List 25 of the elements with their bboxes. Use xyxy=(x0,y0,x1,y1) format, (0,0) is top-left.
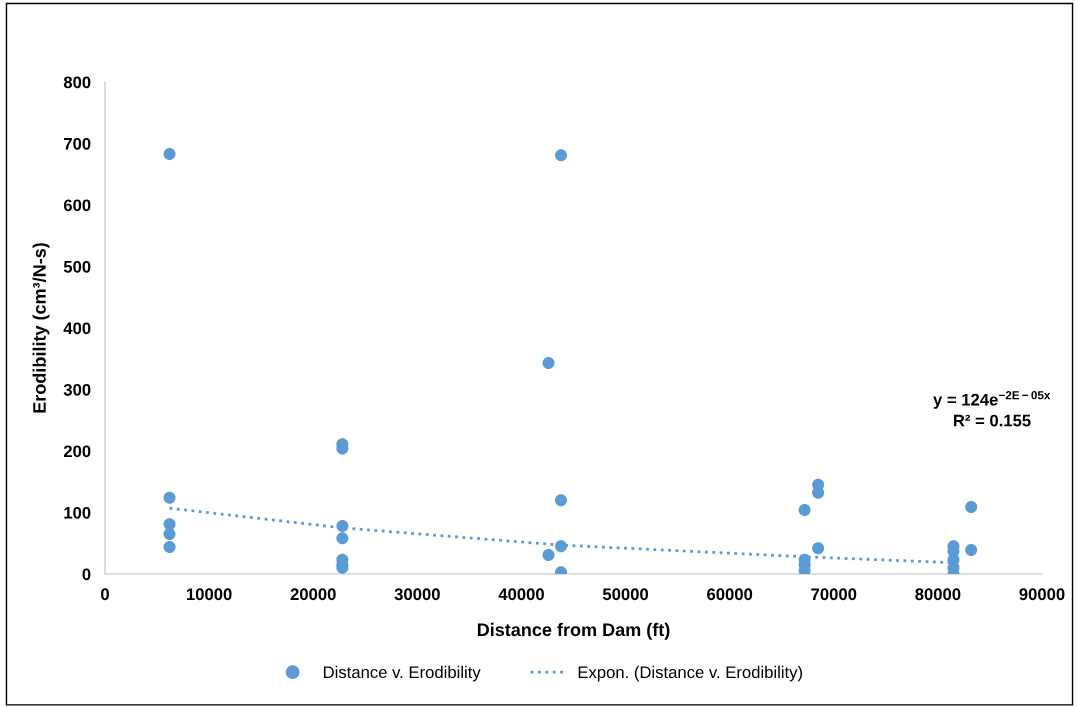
x-axis-title: Distance from Dam (ft) xyxy=(477,622,670,640)
legend-label: Expon. (Distance v. Erodibility) xyxy=(578,665,803,682)
annotation: R² = 0.155 xyxy=(953,414,1031,427)
legend-label: Distance v. Erodibility xyxy=(323,665,481,682)
x-tick-label: 40000 xyxy=(498,588,544,601)
x-tick-label: 30000 xyxy=(394,588,440,601)
x-tick-label: 70000 xyxy=(811,588,857,601)
y-tick-label: 600 xyxy=(63,199,91,212)
y-tick-label: 300 xyxy=(63,383,91,396)
y-tick-label: 500 xyxy=(63,260,91,273)
x-tick-label: 90000 xyxy=(1019,588,1065,601)
x-tick-label: 10000 xyxy=(186,588,232,601)
y-tick-label: 200 xyxy=(63,445,91,458)
x-tick-label: 80000 xyxy=(915,588,961,601)
y-axis-title: Erodibility (cm³/N-s) xyxy=(32,243,50,413)
y-tick-label: 100 xyxy=(64,506,91,519)
y-tick-label: 400 xyxy=(63,322,91,335)
y-tick-label: 0 xyxy=(82,568,91,581)
x-tick-label: 50000 xyxy=(602,588,649,601)
annotation: y = 124e$^{−2E−05x}$ xyxy=(933,391,1051,409)
y-tick-label: 800 xyxy=(63,76,91,89)
y-tick-label: 700 xyxy=(64,137,91,150)
x-tick-label: 0 xyxy=(101,588,109,601)
x-tick-label: 60000 xyxy=(707,588,753,601)
x-tick-label: 20000 xyxy=(290,588,336,601)
